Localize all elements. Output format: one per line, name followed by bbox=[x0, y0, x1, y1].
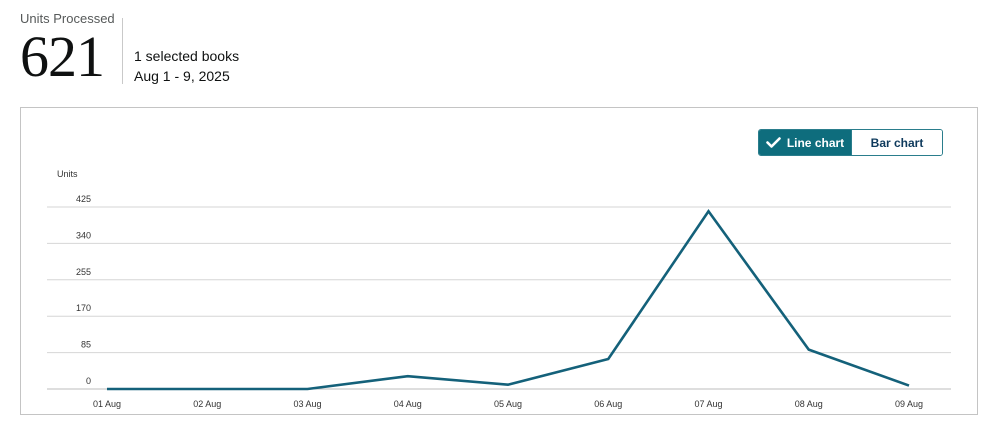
y-tick-labels: 0 85 170 255 340 425 bbox=[76, 194, 91, 386]
x-tick-label: 07 Aug bbox=[694, 399, 722, 409]
chart-type-toggle: Line chart Bar chart bbox=[758, 129, 943, 156]
x-tick-label: 03 Aug bbox=[293, 399, 321, 409]
x-tick-label: 01 Aug bbox=[93, 399, 121, 409]
x-tick-label: 06 Aug bbox=[594, 399, 622, 409]
bar-chart-button[interactable]: Bar chart bbox=[851, 130, 942, 155]
series-line bbox=[107, 209, 910, 391]
y-tick-label: 255 bbox=[76, 267, 91, 277]
summary-divider bbox=[122, 18, 123, 84]
x-tick-labels: 01 Aug 02 Aug 03 Aug 04 Aug 05 Aug 06 Aug 07 A… bbox=[93, 399, 923, 409]
grid-lines bbox=[47, 206, 951, 390]
series-lines bbox=[107, 209, 910, 391]
y-tick-label: 340 bbox=[76, 230, 91, 240]
units-processed-value: 621 bbox=[20, 24, 105, 89]
date-range: Aug 1 - 9, 2025 bbox=[134, 68, 230, 84]
y-tick-label: 85 bbox=[81, 340, 91, 350]
bar-chart-label: Bar chart bbox=[870, 135, 924, 150]
selected-books-count: 1 selected books bbox=[134, 48, 240, 64]
line-chart-button[interactable]: Line chart bbox=[759, 130, 851, 155]
y-tick-label: 170 bbox=[76, 303, 91, 313]
checkmark-icon bbox=[766, 137, 781, 148]
x-tick-label: 08 Aug bbox=[795, 399, 823, 409]
chart-panel bbox=[20, 107, 978, 415]
summary-label: Units Processed bbox=[20, 11, 115, 26]
x-tick-label: 05 Aug bbox=[494, 399, 522, 409]
x-tick-label: 02 Aug bbox=[193, 399, 221, 409]
x-tick-label: 09 Aug bbox=[895, 399, 923, 409]
y-tick-label: 0 bbox=[86, 376, 91, 386]
x-tick-label: 04 Aug bbox=[394, 399, 422, 409]
y-axis-title: Units bbox=[57, 169, 78, 179]
y-tick-label: 425 bbox=[76, 194, 91, 204]
line-chart-label: Line chart bbox=[786, 135, 845, 150]
